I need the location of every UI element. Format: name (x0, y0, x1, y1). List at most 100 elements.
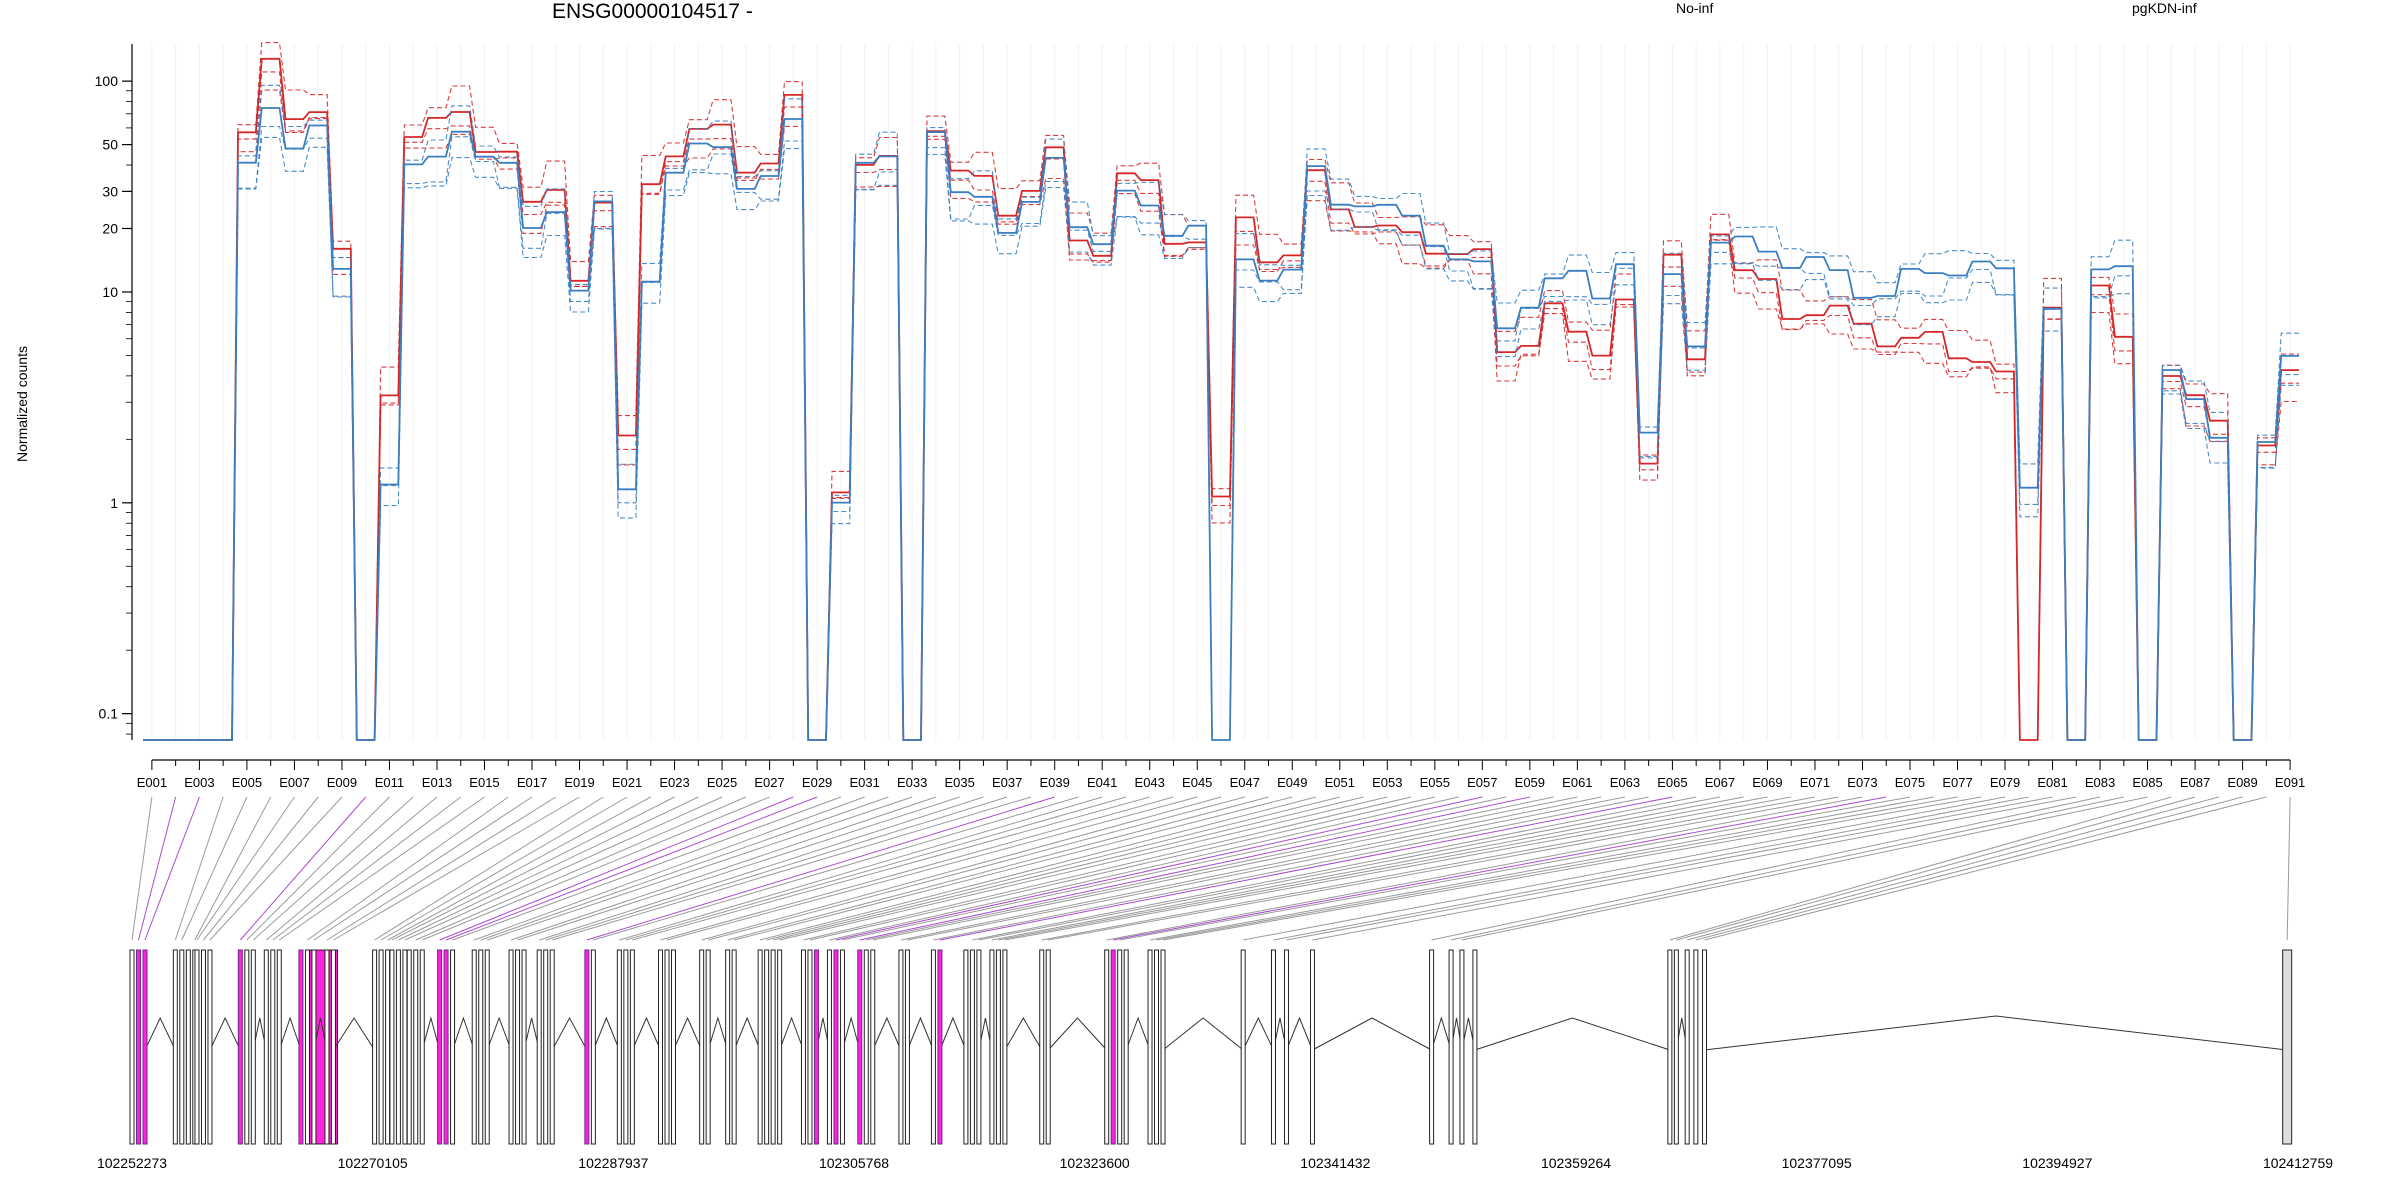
exon-box (969, 949, 975, 1145)
exon-box (395, 949, 401, 1145)
x-tick-label: E033 (897, 775, 927, 790)
x-tick-label: E073 (1847, 775, 1877, 790)
exon-box (1702, 949, 1708, 1145)
x-tick-label: E011 (375, 775, 404, 790)
exon-box (963, 949, 969, 1145)
series-line-no-inf-rep1 (143, 57, 2299, 741)
exon-box (142, 949, 148, 1145)
connector-line (701, 796, 1222, 941)
connector-line (539, 796, 984, 941)
intron-chevron (1047, 1017, 1108, 1051)
intron-chevron (841, 1016, 861, 1051)
exon-box (1472, 949, 1478, 1145)
series-line-no-inf-rep2 (143, 89, 2299, 741)
exon-box (863, 949, 869, 1145)
connector-line (1286, 796, 2053, 941)
exon-box (450, 949, 456, 1145)
connector-line (203, 796, 319, 941)
exon-box (200, 949, 206, 1145)
x-tick-label: E089 (2227, 775, 2257, 790)
x-tick-label: E003 (184, 775, 214, 790)
connector-line (307, 796, 509, 941)
intron-chevron (906, 1016, 934, 1051)
connector-line (1243, 796, 2006, 941)
exon-box (521, 949, 527, 1145)
connector-line (246, 796, 390, 941)
x-tick-label: E059 (1515, 775, 1545, 790)
connector-line (380, 796, 628, 941)
exon-box (1117, 949, 1123, 1145)
x-tick-label: E025 (707, 775, 737, 790)
connector-line (391, 796, 675, 941)
x-tick-label: E021 (612, 775, 642, 790)
x-tick-label: E061 (1562, 775, 1592, 790)
x-tick-label: E077 (1942, 775, 1972, 790)
intron-chevron (1286, 1016, 1313, 1051)
exon-box (244, 949, 250, 1145)
genomic-tick-label: 102394927 (2022, 1155, 2092, 1171)
exon-box (385, 949, 391, 1145)
genomic-tick-label: 102305768 (819, 1155, 889, 1171)
series-line-pgkdn-inf-rep2 (143, 125, 2299, 741)
x-tick-label: E037 (992, 775, 1022, 790)
connector-line (1669, 796, 2172, 941)
exon-box (437, 949, 443, 1145)
exon-box (1002, 949, 1008, 1145)
exon-box (185, 949, 191, 1145)
intron-chevron (1431, 1016, 1452, 1051)
connector-line (829, 796, 1459, 941)
exon-box (419, 949, 425, 1145)
connector-line (517, 796, 960, 941)
y-tick-label: 0.1 (99, 706, 119, 722)
exon-box (699, 949, 705, 1145)
exon-box (658, 949, 664, 1145)
connector-line (708, 796, 1245, 941)
intron-chevron (1242, 1016, 1274, 1051)
exon-box (250, 949, 256, 1145)
connector-line (333, 796, 580, 941)
exon-box (1147, 949, 1153, 1145)
x-tick-label: E087 (2180, 775, 2210, 790)
gene-model (129, 949, 2293, 1145)
x-tick-label: E079 (1990, 775, 2020, 790)
y-tick-label: 1 (110, 495, 118, 511)
x-tick-label: E075 (1895, 775, 1925, 790)
connector-line (803, 796, 1412, 941)
exon-box (2282, 949, 2293, 1145)
x-tick-label: E007 (279, 775, 309, 790)
exon-box (705, 949, 711, 1145)
exon-box (378, 949, 384, 1145)
connector-line (252, 796, 414, 941)
genomic-tick-label: 102323600 (1060, 1155, 1130, 1171)
connector-line (1048, 796, 1839, 941)
exon-box (1459, 949, 1465, 1145)
exon-box (629, 949, 635, 1145)
exon-box (839, 949, 845, 1145)
connector-line (978, 796, 1721, 941)
connector-line (387, 796, 652, 941)
exon-box (413, 949, 419, 1145)
connector-line (1149, 796, 1934, 941)
x-tick-label: E013 (422, 775, 452, 790)
exon-box (1693, 949, 1699, 1145)
exon-box (623, 949, 629, 1145)
exon-box (989, 949, 995, 1145)
x-tick-label: E071 (1800, 775, 1830, 790)
connector-line (727, 796, 1269, 941)
exon-box (616, 949, 622, 1145)
intron-chevron (1704, 1015, 2288, 1051)
exon-box (406, 949, 412, 1145)
exon-box (194, 949, 200, 1145)
exon-box (1270, 949, 1276, 1145)
exon-box (471, 949, 477, 1145)
x-axis-exons: E001 E003 E005 E007 E009 E011 E013 E015 E017 E019… (137, 759, 2305, 790)
exon-box (731, 949, 737, 1145)
exon-box (807, 949, 813, 1145)
exon-box (179, 949, 185, 1145)
exon-box (402, 949, 408, 1145)
x-tick-label: E047 (1230, 775, 1260, 790)
connector-line (593, 796, 1079, 941)
connector-line (1704, 796, 2267, 941)
exon-box (833, 949, 839, 1145)
